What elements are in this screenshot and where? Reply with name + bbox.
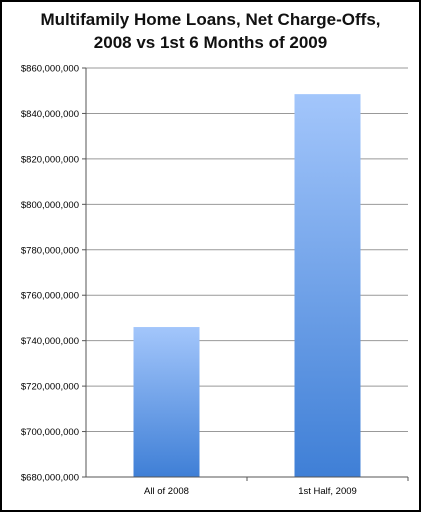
x-tick-label: All of 2008 [144,486,189,497]
x-axis-tick-labels: All of 2008 1st Half, 2009 [144,477,409,497]
y-tick-label: $700,000,000 [21,427,79,438]
bar [133,327,200,477]
y-tick-label: $740,000,000 [21,336,79,347]
y-tick-label: $860,000,000 [21,64,79,75]
chart-title-line-2: 2008 vs 1st 6 Months of 2009 [93,33,328,52]
chart-title: Multifamily Home Loans, Net Charge-Offs,… [0,8,421,54]
bar [294,94,361,477]
y-tick-label: $820,000,000 [21,154,79,165]
y-tick-label: $720,000,000 [21,382,79,393]
axes [85,68,408,478]
chart-title-line-1: Multifamily Home Loans, Net Charge-Offs, [40,10,381,29]
x-tick-label: 1st Half, 2009 [298,486,357,497]
y-tick-label: $800,000,000 [21,200,79,211]
y-axis-tick-labels: $680,000,000 $700,000,000 $720,000,000 $740… [21,64,79,484]
y-tick-label: $840,000,000 [21,109,79,120]
y-tick-label: $760,000,000 [21,291,79,302]
y-tick-label: $780,000,000 [21,245,79,256]
y-tick-label: $680,000,000 [21,473,79,484]
bars [133,94,361,477]
